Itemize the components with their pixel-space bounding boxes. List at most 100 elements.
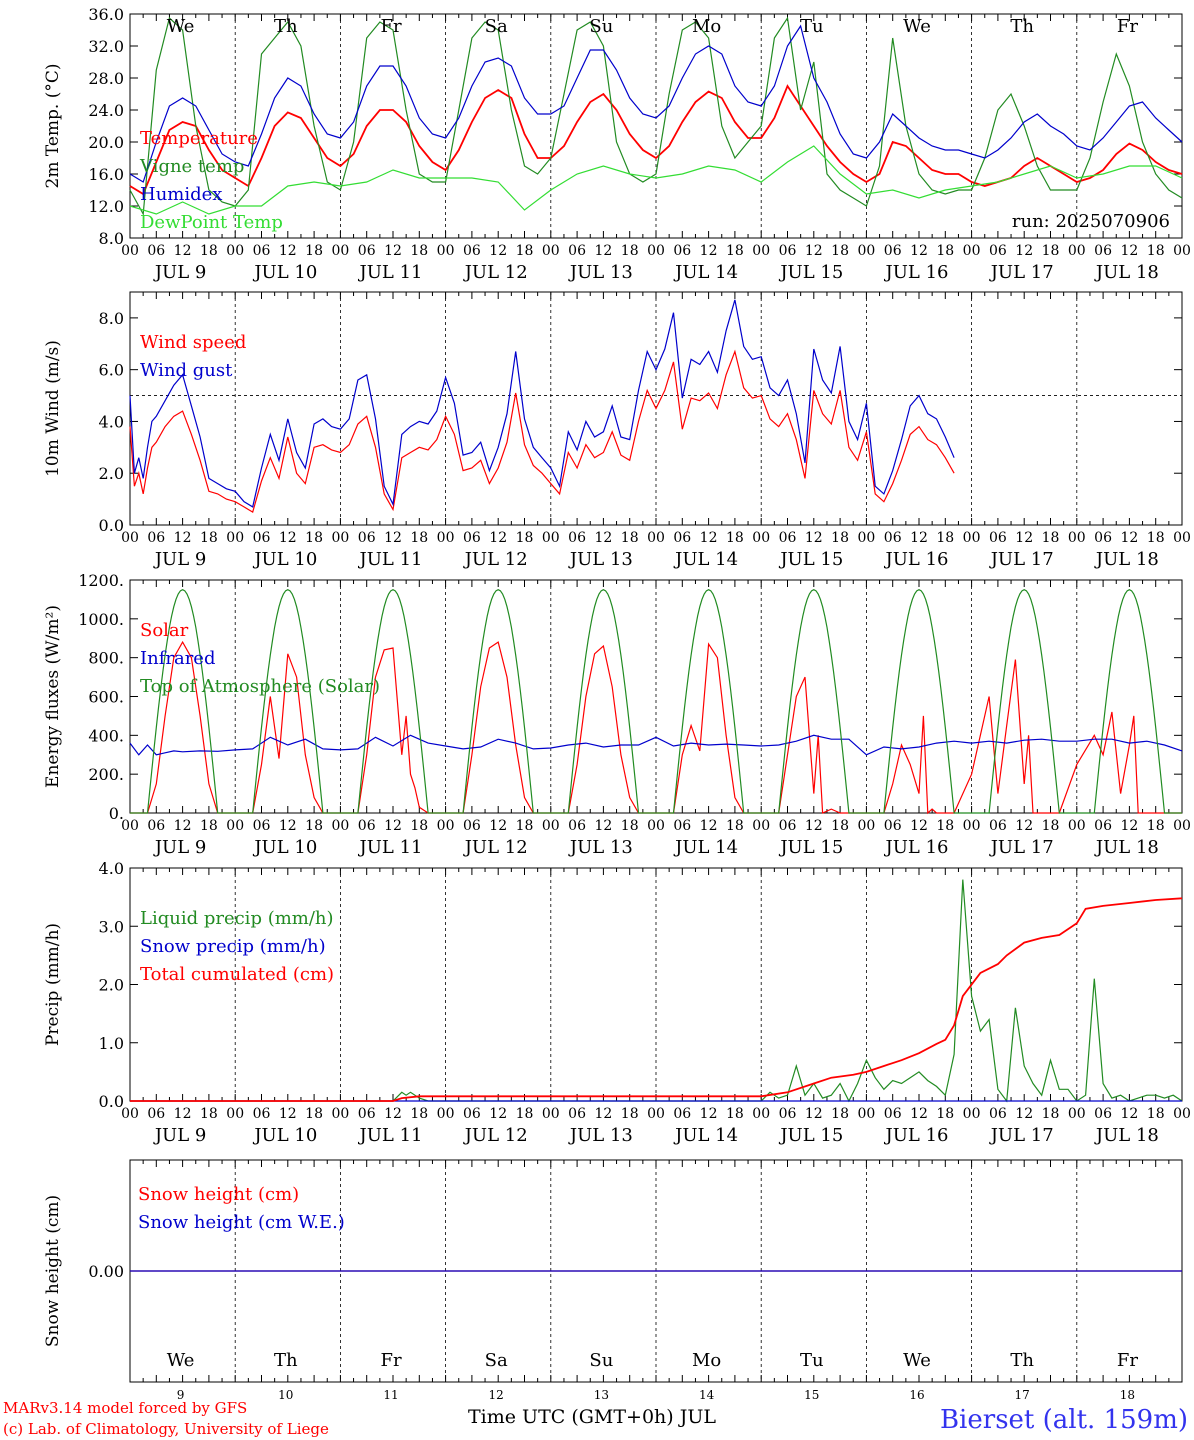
hour-tick-label: 12 xyxy=(910,243,928,259)
hour-tick-label: 12 xyxy=(910,818,928,834)
hour-tick-label: 06 xyxy=(1094,530,1112,546)
hour-tick-label: 00 xyxy=(121,818,139,834)
weekday-label-top: We xyxy=(167,16,195,37)
hour-tick-label: 06 xyxy=(673,818,691,834)
hour-tick-label: 00 xyxy=(437,1106,455,1122)
hour-tick-label: 06 xyxy=(1094,1106,1112,1122)
date-label: JUL 14 xyxy=(673,837,738,858)
hour-tick-label: 12 xyxy=(384,1106,402,1122)
day-number-label: 9 xyxy=(177,1388,185,1402)
day-number-label: 13 xyxy=(594,1388,609,1402)
chart-panels: 8.0 12.0 16.0 20.0 24.0 28.0 32.0 36.0 2m Temp. … xyxy=(43,5,1191,1402)
series-liquid-precip-mm-h- xyxy=(130,879,1183,1103)
hour-tick-label: 12 xyxy=(1120,530,1138,546)
hour-tick-label: 18 xyxy=(936,530,954,546)
legend-entry: Top of Atmosphere (Solar) xyxy=(140,676,380,697)
hour-tick-label: 06 xyxy=(253,1106,271,1122)
hour-tick-label: 12 xyxy=(594,530,612,546)
y-tick-label: 2.0 xyxy=(99,464,124,483)
date-label: JUL 12 xyxy=(463,262,528,283)
hour-tick-label: 12 xyxy=(489,1106,507,1122)
hour-tick-label: 00 xyxy=(857,530,875,546)
day-number-label: 16 xyxy=(909,1388,924,1402)
hour-tick-label: 18 xyxy=(200,1106,218,1122)
hour-tick-label: 18 xyxy=(410,243,428,259)
date-label: JUL 16 xyxy=(884,837,949,858)
hour-tick-label: 12 xyxy=(594,1106,612,1122)
hour-tick-label: 06 xyxy=(358,1106,376,1122)
hour-tick-label: 18 xyxy=(726,243,744,259)
hour-tick-label: 18 xyxy=(200,243,218,259)
hour-tick-label: 00 xyxy=(226,1106,244,1122)
date-label: JUL 9 xyxy=(153,262,207,283)
hour-tick-label: 12 xyxy=(1120,243,1138,259)
hour-tick-label: 12 xyxy=(700,243,718,259)
series-wind-gust xyxy=(129,299,955,508)
weekday-label-bottom: Su xyxy=(589,1350,613,1371)
y-axis-label: Precip (mm/h) xyxy=(43,923,63,1046)
y-tick-label: 3.0 xyxy=(99,917,124,936)
day-number-label: 12 xyxy=(489,1388,504,1402)
date-label: JUL 13 xyxy=(568,262,633,283)
hour-tick-label: 18 xyxy=(516,243,534,259)
hour-tick-label: 06 xyxy=(147,1106,165,1122)
hour-tick-label: 06 xyxy=(463,1106,481,1122)
series-humidex xyxy=(129,24,1183,183)
hour-tick-label: 06 xyxy=(673,530,691,546)
hour-tick-label: 18 xyxy=(936,243,954,259)
date-label: JUL 12 xyxy=(463,1125,528,1146)
hour-tick-label: 18 xyxy=(936,1106,954,1122)
hour-tick-label: 00 xyxy=(226,818,244,834)
date-label: JUL 11 xyxy=(358,1125,423,1146)
y-tick-label: 24.0 xyxy=(88,101,124,120)
hour-tick-label: 18 xyxy=(305,243,323,259)
date-label: JUL 12 xyxy=(463,837,528,858)
date-label: JUL 14 xyxy=(673,262,738,283)
hour-tick-label: 06 xyxy=(1094,818,1112,834)
date-label: JUL 18 xyxy=(1094,1125,1159,1146)
hour-tick-label: 18 xyxy=(410,1106,428,1122)
y-tick-label: 1.0 xyxy=(99,1034,124,1053)
weekday-label-top: Fr xyxy=(1117,16,1138,37)
hour-tick-label: 18 xyxy=(305,1106,323,1122)
hour-tick-label: 06 xyxy=(779,818,797,834)
hour-tick-label: 06 xyxy=(568,1106,586,1122)
day-number-label: 18 xyxy=(1120,1388,1135,1402)
day-number-label: 10 xyxy=(278,1388,293,1402)
weekday-label-bottom: Fr xyxy=(380,1350,401,1371)
hour-tick-label: 00 xyxy=(857,243,875,259)
hour-tick-label: 00 xyxy=(963,818,981,834)
hour-tick-label: 12 xyxy=(174,243,192,259)
hour-tick-label: 12 xyxy=(910,1106,928,1122)
hour-tick-label: 18 xyxy=(621,818,639,834)
legend-entry: Humidex xyxy=(140,184,222,205)
date-label: JUL 17 xyxy=(989,549,1054,570)
y-tick-label: 800. xyxy=(88,649,124,668)
hour-tick-label: 00 xyxy=(647,530,665,546)
y-tick-label: 32.0 xyxy=(88,37,124,56)
y-axis-label: Energy fluxes (W/m²) xyxy=(43,605,63,788)
y-tick-label: 600. xyxy=(88,688,124,707)
hour-tick-label: 00 xyxy=(542,1106,560,1122)
hour-tick-label: 12 xyxy=(1015,530,1033,546)
hour-tick-label: 00 xyxy=(331,530,349,546)
hour-tick-label: 06 xyxy=(147,243,165,259)
y-tick-label: 4.0 xyxy=(99,412,124,431)
date-label: JUL 17 xyxy=(989,837,1054,858)
date-label: JUL 18 xyxy=(1094,549,1159,570)
y-axis-label: 2m Temp. (°C) xyxy=(43,63,63,188)
hour-tick-label: 18 xyxy=(831,243,849,259)
hour-tick-label: 00 xyxy=(1173,530,1191,546)
weekday-label-bottom: We xyxy=(167,1350,195,1371)
series-total-cumulated-cm- xyxy=(130,897,1183,1102)
weekday-label-bottom: Th xyxy=(274,1350,298,1371)
y-tick-label: 0.0 xyxy=(99,516,124,535)
hour-tick-label: 00 xyxy=(121,1106,139,1122)
hour-tick-label: 12 xyxy=(489,243,507,259)
hour-tick-label: 12 xyxy=(700,818,718,834)
hour-tick-label: 00 xyxy=(437,243,455,259)
hour-tick-label: 06 xyxy=(147,818,165,834)
hour-tick-label: 06 xyxy=(989,1106,1007,1122)
date-label: JUL 10 xyxy=(252,262,317,283)
hour-tick-label: 12 xyxy=(279,530,297,546)
